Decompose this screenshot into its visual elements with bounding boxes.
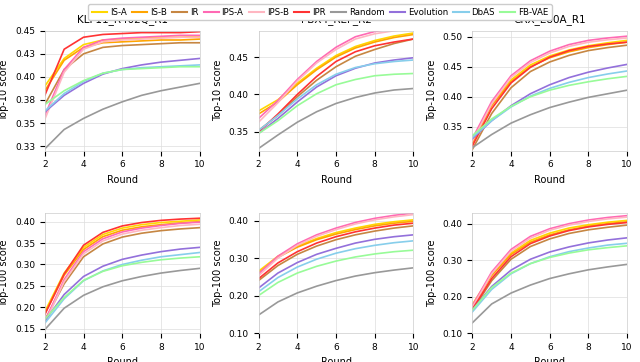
Y-axis label: Top-100 score: Top-100 score — [213, 239, 223, 307]
X-axis label: Round: Round — [107, 175, 138, 185]
X-axis label: Round: Round — [534, 357, 565, 362]
Legend: IS-A, IS-B, IR, IPS-A, IPS-B, IPR, Random, Evolution, DbAS, FB-VAE: IS-A, IS-B, IR, IPS-A, IPS-B, IPR, Rando… — [88, 4, 552, 20]
X-axis label: Round: Round — [321, 357, 351, 362]
X-axis label: Round: Round — [107, 357, 138, 362]
Title: PBX4_REF_R2: PBX4_REF_R2 — [301, 14, 371, 25]
Title: KLF11_R402Q_R1: KLF11_R402Q_R1 — [77, 14, 168, 25]
Y-axis label: Top-10 score: Top-10 score — [427, 60, 437, 121]
X-axis label: Round: Round — [321, 175, 351, 185]
Y-axis label: Top-100 score: Top-100 score — [0, 239, 10, 307]
Y-axis label: Top-100 score: Top-100 score — [427, 239, 437, 307]
Title: CRX_E80A_R1: CRX_E80A_R1 — [513, 14, 586, 25]
Y-axis label: Top-10 score: Top-10 score — [0, 60, 10, 121]
Y-axis label: Top-10 score: Top-10 score — [213, 60, 223, 121]
X-axis label: Round: Round — [534, 175, 565, 185]
